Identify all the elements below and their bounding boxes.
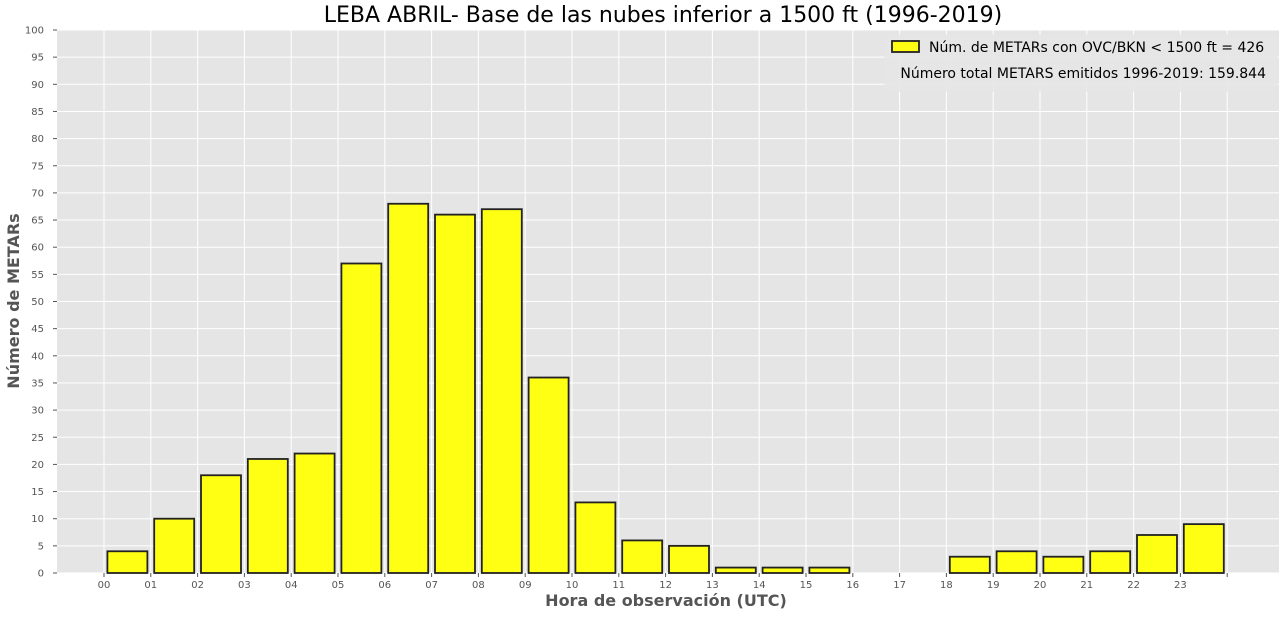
x-tick-label: 17 bbox=[893, 580, 906, 591]
bar-18 bbox=[948, 555, 991, 574]
y-tick-label: 90 bbox=[31, 80, 44, 91]
x-tick-label: 18 bbox=[940, 580, 953, 591]
x-tick-label: 06 bbox=[378, 580, 391, 591]
y-tick-label: 40 bbox=[31, 351, 44, 362]
y-tick-label: 100 bbox=[25, 26, 44, 37]
bar-08 bbox=[480, 208, 523, 574]
y-tick-label: 55 bbox=[31, 270, 44, 281]
y-tick-label: 50 bbox=[31, 297, 44, 308]
bar-12 bbox=[668, 544, 710, 574]
bar-13 bbox=[714, 566, 757, 574]
bar-22 bbox=[1136, 534, 1178, 574]
y-tick-label: 15 bbox=[31, 487, 44, 498]
bar-21 bbox=[1089, 550, 1132, 574]
y-tick-label: 5 bbox=[38, 541, 44, 552]
y-tick-label: 0 bbox=[38, 569, 44, 580]
legend-note: Número total METARS emitidos 1996-2019: … bbox=[900, 66, 1266, 82]
bar-03 bbox=[246, 458, 289, 574]
bar-02 bbox=[200, 474, 242, 574]
bar-23 bbox=[1182, 523, 1225, 574]
x-tick-label: 07 bbox=[425, 580, 438, 591]
bar-06 bbox=[387, 202, 430, 574]
x-tick-label: 04 bbox=[285, 580, 298, 591]
x-tick-label: 14 bbox=[753, 580, 766, 591]
y-tick-label: 35 bbox=[31, 378, 44, 389]
x-tick-label: 15 bbox=[800, 580, 813, 591]
y-tick-label: 20 bbox=[31, 460, 44, 471]
x-tick-label: 09 bbox=[519, 580, 532, 591]
x-tick-label: 05 bbox=[332, 580, 345, 591]
x-tick-label: 13 bbox=[706, 580, 719, 591]
x-tick-label: 21 bbox=[1080, 580, 1093, 591]
y-tick-label: 85 bbox=[31, 107, 44, 118]
y-tick-label: 10 bbox=[31, 514, 44, 525]
y-tick-label: 70 bbox=[31, 188, 44, 199]
bar-19 bbox=[995, 550, 1038, 574]
x-tick-label: 20 bbox=[1034, 580, 1047, 591]
y-tick-label: 30 bbox=[31, 406, 44, 417]
x-tick-label: 23 bbox=[1174, 580, 1187, 591]
legend-box bbox=[884, 34, 1278, 92]
x-axis-ticks: 00 01 02 03 04 05 06 07 08 09 10 11 12 13 14 15 16 17 18 19… bbox=[98, 573, 1228, 591]
x-tick-label: 00 bbox=[98, 580, 111, 591]
chart-title: LEBA ABRIL- Base de las nubes inferior a… bbox=[324, 3, 1002, 28]
legend-swatch bbox=[891, 40, 920, 53]
bar-14 bbox=[761, 566, 804, 574]
bar-01 bbox=[153, 517, 196, 574]
y-tick-label: 80 bbox=[31, 134, 44, 145]
x-tick-label: 03 bbox=[238, 580, 251, 591]
bar-15 bbox=[808, 566, 851, 574]
x-tick-label: 11 bbox=[612, 580, 625, 591]
legend-entry: Núm. de METARs con OVC/BKN < 1500 ft = 4… bbox=[929, 40, 1264, 56]
y-axis-label: Número de METARs bbox=[4, 213, 23, 388]
x-tick-label: 02 bbox=[191, 580, 204, 591]
y-axis-ticks: 0 5 10 15 20 25 30 35 40 45 50 55 60 65 70 75 80 85 90 95 10… bbox=[25, 26, 57, 580]
bar-11 bbox=[621, 539, 664, 574]
bar-20 bbox=[1042, 555, 1085, 574]
bar-00 bbox=[106, 550, 149, 574]
bar-09 bbox=[527, 376, 570, 574]
y-tick-label: 65 bbox=[31, 216, 44, 227]
legend: Núm. de METARs con OVC/BKN < 1500 ft = 4… bbox=[884, 34, 1278, 92]
bars bbox=[106, 202, 1225, 574]
x-tick-label: 10 bbox=[566, 580, 579, 591]
x-tick-label: 22 bbox=[1127, 580, 1140, 591]
bar-04 bbox=[293, 452, 336, 574]
x-axis-label: Hora de observación (UTC) bbox=[545, 591, 787, 610]
x-tick-label: 01 bbox=[144, 580, 157, 591]
x-tick-label: 16 bbox=[846, 580, 859, 591]
bar-05 bbox=[340, 262, 383, 574]
y-tick-label: 95 bbox=[31, 53, 44, 64]
y-tick-label: 25 bbox=[31, 433, 44, 444]
y-tick-label: 60 bbox=[31, 243, 44, 254]
x-tick-label: 12 bbox=[659, 580, 672, 591]
bar-07 bbox=[434, 213, 476, 574]
x-tick-label: 08 bbox=[472, 580, 485, 591]
x-tick-label: 19 bbox=[987, 580, 1000, 591]
bar-10 bbox=[574, 501, 617, 574]
y-tick-label: 45 bbox=[31, 324, 44, 335]
y-tick-label: 75 bbox=[31, 161, 44, 172]
